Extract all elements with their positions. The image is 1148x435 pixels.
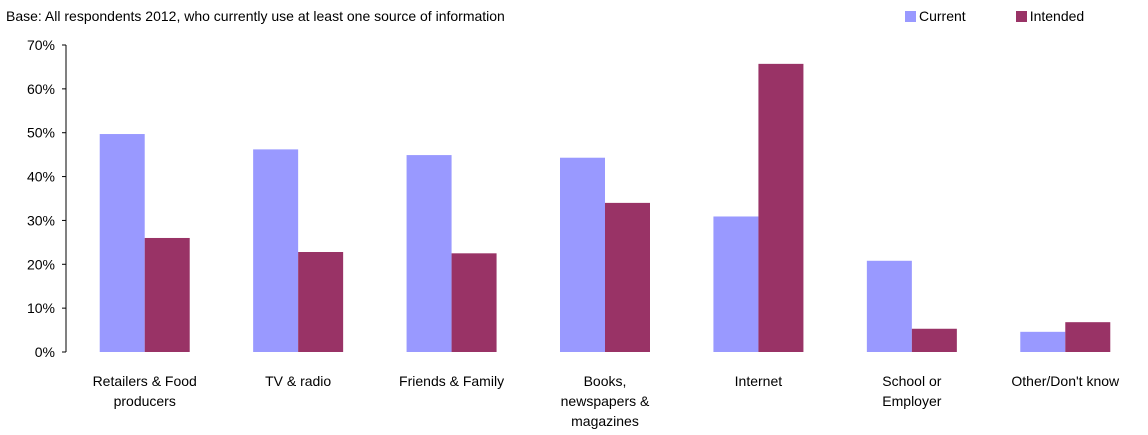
category-label-line: Other/Don't know [1011,373,1120,389]
bar-current [99,134,145,352]
category-label: School or Employer [882,373,941,409]
category-label-line: Internet [735,373,783,389]
y-tick-label: 0% [35,344,55,360]
category-label: Internet [735,373,783,389]
legend-swatch-intended [1015,10,1027,22]
category-label-line: Friends & Family [399,373,504,389]
bar-current [406,155,452,352]
y-tick-label: 40% [27,169,55,185]
y-tick-label: 10% [27,300,55,316]
category-label-line: School or [882,373,941,389]
bar-intended [144,237,190,352]
legend-item-current: Current [905,8,966,24]
category-label: Retailers & Food producers [93,373,197,409]
legend-swatch-current [905,10,916,22]
category-label: Books, newspapers & magazines [561,373,650,429]
bar-current [713,216,759,352]
legend-label-current: Current [919,8,966,24]
y-tick-label: 50% [27,125,55,141]
y-tick-label: 20% [27,256,55,272]
chart-subtitle: Base: All respondents 2012, who currentl… [6,8,505,24]
bar-current [866,260,912,352]
bar-intended [758,63,804,352]
category-label: TV & radio [265,373,331,389]
bar-current [253,149,299,352]
bar-intended [1065,322,1111,352]
legend-label-intended: Intended [1029,8,1085,24]
category-label: Other/Don't know [1011,373,1120,389]
category-label-line: Retailers & Food [93,373,197,389]
chart-legend: Current Intended [905,8,1084,24]
bar-intended [911,328,957,352]
y-tick-label: 30% [27,212,55,228]
bar-intended [605,202,650,352]
legend-item-intended: Intended [1015,8,1085,24]
category-label-line: newspapers & [561,393,650,409]
category-label-line: Books, [584,373,627,389]
y-tick-label: 70% [27,37,55,53]
bar-intended [451,253,497,352]
bar-current [560,157,605,352]
category-label-line: magazines [571,413,639,429]
bar-current [1020,331,1066,352]
category-label-line: TV & radio [265,373,331,389]
category-label: Friends & Family [399,373,504,389]
bar-intended [298,252,344,352]
y-tick-label: 60% [27,81,55,97]
category-label-line: Employer [882,393,941,409]
category-label-line: producers [114,393,176,409]
